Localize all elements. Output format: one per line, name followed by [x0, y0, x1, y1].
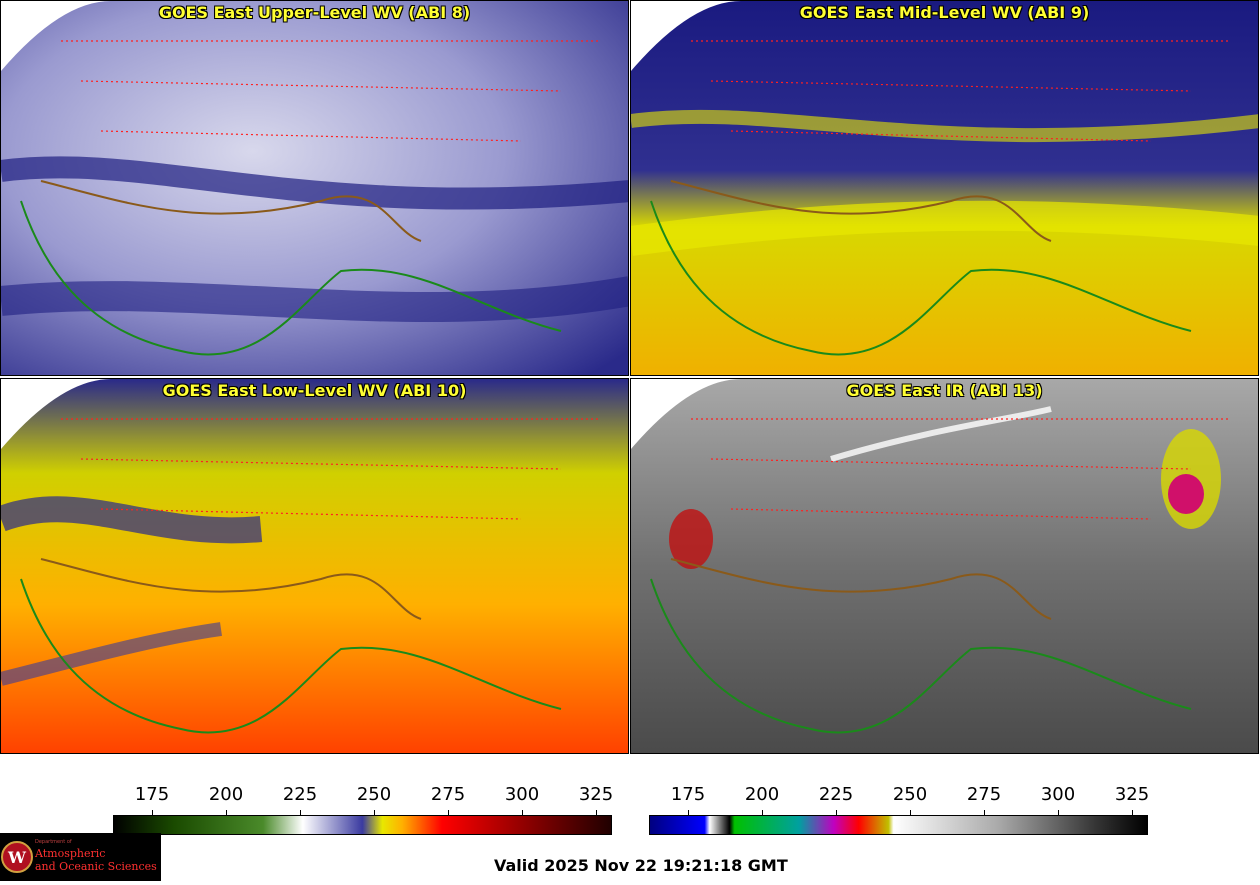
colorbar-tick-label: 300	[504, 784, 540, 805]
colorbar-tick-mark	[448, 810, 449, 815]
colorbar-tick-label: 250	[356, 784, 392, 805]
satellite-image-mid	[631, 1, 1258, 375]
colorbar-tick-mark	[762, 810, 763, 815]
panel-title: GOES East Mid-Level WV (ABI 9)	[799, 3, 1090, 22]
colorbar-tick-mark	[152, 810, 153, 815]
colorbar-tick-label: 225	[282, 784, 318, 805]
colorbar-tick-label: 250	[892, 784, 928, 805]
panel-title: GOES East IR (ABI 13)	[846, 381, 1043, 400]
colorbar-tick-mark	[596, 810, 597, 815]
colorbar-tick-label: 175	[670, 784, 706, 805]
colorbar-tick-label: 200	[208, 784, 244, 805]
colorbar-tick-label: 225	[818, 784, 854, 805]
panel-title: GOES East Low-Level WV (ABI 10)	[162, 381, 467, 400]
colorbar-tick-label: 275	[430, 784, 466, 805]
colorbar-tick-mark	[226, 810, 227, 815]
colorbar-tick-mark	[374, 810, 375, 815]
svg-text:W: W	[7, 848, 27, 867]
colorbar-tick-mark	[1058, 810, 1059, 815]
colorbar-wv	[113, 815, 612, 835]
colorbar-tick-label: 200	[744, 784, 780, 805]
colorbar-tick-mark	[688, 810, 689, 815]
colorbar-tick-mark	[910, 810, 911, 815]
panel-upper-wv: GOES East Upper-Level WV (ABI 8)	[0, 0, 629, 376]
colorbar-tick-mark	[1132, 810, 1133, 815]
logo-line2: and Oceanic Sciences	[35, 860, 157, 873]
logo-small-text: Department of	[35, 839, 72, 845]
satellite-image-low	[1, 379, 628, 753]
colorbar-tick-mark	[836, 810, 837, 815]
satellite-image-ir	[631, 379, 1258, 753]
colorbar-tick-label: 300	[1040, 784, 1076, 805]
colorbar-tick-label: 325	[578, 784, 614, 805]
colorbar-ir	[649, 815, 1148, 835]
department-logo: W Department of Atmospheric and Oceanic …	[0, 833, 161, 881]
valid-time: Valid 2025 Nov 22 19:21:18 GMT	[494, 856, 788, 875]
satellite-image-upper	[1, 1, 628, 375]
colorbar-tick-label: 325	[1114, 784, 1150, 805]
panel-ir: GOES East IR (ABI 13)	[630, 378, 1259, 754]
panel-mid-wv: GOES East Mid-Level WV (ABI 9)	[630, 0, 1259, 376]
colorbar-tick-mark	[300, 810, 301, 815]
colorbar-tick-mark	[522, 810, 523, 815]
logo-line1: Atmospheric	[35, 847, 106, 860]
seal-icon	[1, 841, 33, 873]
panel-title: GOES East Upper-Level WV (ABI 8)	[158, 3, 471, 22]
colorbar-tick-label: 175	[134, 784, 170, 805]
colorbar-tick-label: 275	[966, 784, 1002, 805]
colorbar-tick-mark	[984, 810, 985, 815]
panel-low-wv: GOES East Low-Level WV (ABI 10)	[0, 378, 629, 754]
